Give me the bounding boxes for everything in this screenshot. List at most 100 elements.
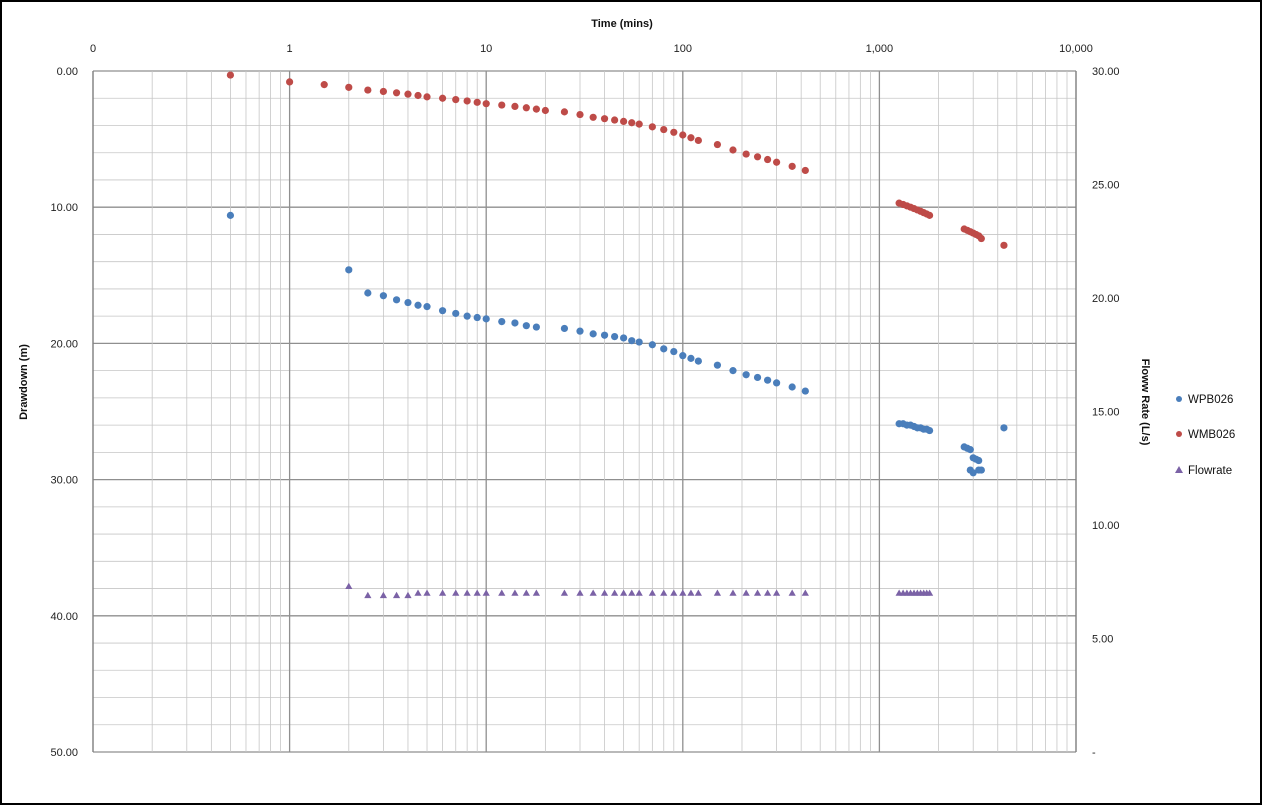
legend-marker-wpb026 bbox=[1176, 396, 1182, 402]
wmb026-point bbox=[541, 106, 549, 115]
y2-tick-label: 20.00 bbox=[1092, 293, 1120, 305]
wmb026-point bbox=[611, 116, 619, 124]
y-tick-label: 30.00 bbox=[50, 475, 78, 487]
wmb026-point bbox=[404, 90, 412, 98]
wmb026-point bbox=[498, 101, 506, 109]
wpb026-point bbox=[473, 313, 481, 322]
flowrate-point bbox=[713, 589, 722, 596]
flowrate-point bbox=[801, 589, 809, 596]
flowrate-point bbox=[498, 589, 506, 596]
flowrate-point bbox=[628, 589, 636, 596]
flowrate-point bbox=[511, 589, 519, 596]
wpb026-point bbox=[635, 338, 643, 346]
wpb026-point bbox=[801, 387, 809, 395]
flowrate-point bbox=[364, 591, 372, 599]
wmb026-point bbox=[532, 105, 540, 113]
flowrate-point bbox=[452, 589, 460, 596]
flowrate-point bbox=[463, 589, 471, 596]
wpb026-point bbox=[560, 324, 569, 333]
x-tick-label: 10,000 bbox=[1059, 43, 1093, 55]
wmb026-point bbox=[364, 86, 372, 94]
wpb026-point bbox=[753, 373, 762, 382]
wpb026-point bbox=[687, 354, 695, 362]
flowrate-point bbox=[635, 589, 643, 596]
wpb026-point bbox=[966, 446, 974, 454]
wpb026-point bbox=[670, 347, 678, 356]
flowrate-point bbox=[532, 589, 540, 596]
wmb026-point bbox=[576, 110, 584, 119]
wmb026-point bbox=[414, 91, 422, 100]
flowrate-point bbox=[600, 589, 609, 596]
legend-label-flowrate: Flowrate bbox=[1188, 465, 1232, 477]
wpb026-point bbox=[522, 322, 530, 330]
wmb026-point bbox=[320, 81, 328, 89]
flowrate-point bbox=[392, 591, 401, 599]
wpb026-point bbox=[648, 341, 656, 349]
wpb026-point bbox=[611, 332, 619, 341]
wmb026-point bbox=[522, 104, 530, 112]
x-tick-label: 0 bbox=[90, 43, 96, 55]
wpb026-point bbox=[713, 361, 722, 369]
wmb026-point bbox=[379, 87, 388, 96]
wpb026-point bbox=[764, 376, 772, 384]
flowrate-point bbox=[345, 582, 353, 589]
y2-axis-title: Floww Rate (L/s) bbox=[1139, 359, 1151, 446]
wpb026-point bbox=[925, 426, 934, 435]
data-marks bbox=[226, 71, 1008, 599]
wpb026-point bbox=[773, 379, 781, 387]
legend-marker-flowrate bbox=[1175, 466, 1183, 473]
wmb026-point bbox=[438, 94, 447, 102]
wpb026-point bbox=[742, 371, 750, 379]
wpb026-point bbox=[977, 466, 985, 474]
legend-marker-wmb026 bbox=[1176, 431, 1182, 437]
wmb026-point bbox=[1000, 241, 1008, 249]
wpb026-point bbox=[729, 367, 737, 375]
flowrate-point bbox=[788, 589, 796, 596]
wmb026-point bbox=[801, 166, 809, 175]
flowrate-point bbox=[679, 589, 687, 596]
flowrate-point bbox=[648, 589, 656, 596]
wmb026-point bbox=[345, 83, 353, 91]
x-tick-label: 100 bbox=[674, 43, 692, 55]
flowrate-point bbox=[473, 589, 481, 596]
y2-tick-label: 15.00 bbox=[1092, 407, 1120, 419]
flowrate-point bbox=[764, 589, 772, 596]
legend-label-wmb026: WMB026 bbox=[1188, 429, 1235, 441]
wmb026-point bbox=[753, 153, 762, 161]
y-tick-label: 20.00 bbox=[50, 338, 78, 350]
wmb026-point bbox=[628, 119, 636, 127]
flowrate-point bbox=[522, 589, 530, 596]
wpb026-point bbox=[438, 307, 447, 315]
wpb026-point bbox=[1000, 424, 1008, 432]
wmb026-point bbox=[694, 136, 702, 145]
y2-tick-label: 5.00 bbox=[1092, 634, 1113, 646]
wmb026-point bbox=[742, 150, 750, 158]
wpb026-point bbox=[576, 327, 584, 335]
wpb026-point bbox=[482, 315, 490, 323]
wpb026-point bbox=[452, 309, 460, 318]
flowrate-point bbox=[589, 589, 597, 596]
wpb026-point bbox=[660, 345, 668, 353]
wpb026-point bbox=[628, 337, 636, 345]
wmb026-point bbox=[713, 140, 722, 149]
flowrate-point bbox=[687, 589, 695, 596]
wmb026-point bbox=[463, 97, 471, 105]
plot-area bbox=[93, 71, 1076, 752]
wmb026-point bbox=[511, 102, 519, 111]
wpb026-point bbox=[694, 357, 702, 365]
flowrate-point bbox=[560, 589, 569, 596]
y-tick-label: 50.00 bbox=[50, 747, 78, 759]
flowrate-point bbox=[414, 589, 422, 596]
wpb026-point bbox=[226, 211, 235, 219]
flowrate-point bbox=[482, 589, 490, 596]
wmb026-point bbox=[286, 78, 294, 86]
wpb026-point bbox=[392, 296, 401, 304]
wpb026-point bbox=[423, 303, 431, 311]
wpb026-point bbox=[404, 298, 412, 307]
y2-tick-label: 30.00 bbox=[1092, 66, 1120, 78]
wmb026-point bbox=[392, 89, 401, 97]
axes: 0 1 10 100 1,000 10,000 0.00 10.00 20.00 30.00 40.… bbox=[50, 43, 1119, 759]
flowrate-point bbox=[742, 589, 750, 596]
wpb026-point bbox=[969, 469, 977, 477]
wmb026-point bbox=[620, 117, 628, 125]
